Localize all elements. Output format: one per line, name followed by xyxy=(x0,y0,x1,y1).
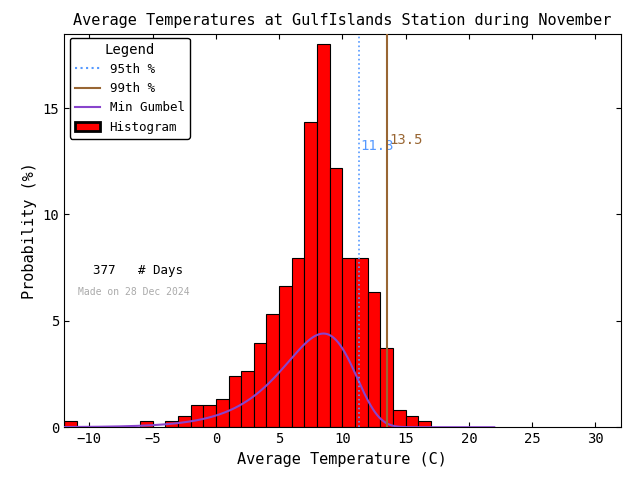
X-axis label: Average Temperature (C): Average Temperature (C) xyxy=(237,452,447,467)
Y-axis label: Probability (%): Probability (%) xyxy=(22,162,37,299)
Bar xyxy=(406,416,419,427)
Bar xyxy=(191,405,204,427)
Bar xyxy=(58,421,64,427)
Text: Made on 28 Dec 2024: Made on 28 Dec 2024 xyxy=(78,288,189,298)
Bar xyxy=(330,168,342,427)
Bar xyxy=(216,399,228,427)
Bar xyxy=(165,421,178,427)
Bar xyxy=(140,421,152,427)
Bar xyxy=(178,416,191,427)
Title: Average Temperatures at GulfIslands Station during November: Average Temperatures at GulfIslands Stat… xyxy=(73,13,612,28)
Bar xyxy=(393,410,406,427)
Bar xyxy=(241,371,254,427)
Bar xyxy=(64,421,77,427)
Bar xyxy=(368,292,380,427)
Bar xyxy=(204,405,216,427)
Bar xyxy=(342,258,355,427)
Bar xyxy=(292,258,305,427)
Bar xyxy=(419,421,431,427)
Bar xyxy=(355,258,368,427)
Bar xyxy=(228,376,241,427)
Bar xyxy=(254,343,266,427)
Text: 11.3: 11.3 xyxy=(361,139,394,154)
Legend: 95th %, 99th %, Min Gumbel, Histogram: 95th %, 99th %, Min Gumbel, Histogram xyxy=(70,37,189,139)
Bar xyxy=(317,44,330,427)
Bar xyxy=(279,286,292,427)
Bar xyxy=(380,348,393,427)
Bar xyxy=(305,122,317,427)
Text: 13.5: 13.5 xyxy=(389,133,423,147)
Bar xyxy=(266,314,279,427)
Text: 377   # Days: 377 # Days xyxy=(78,264,183,277)
